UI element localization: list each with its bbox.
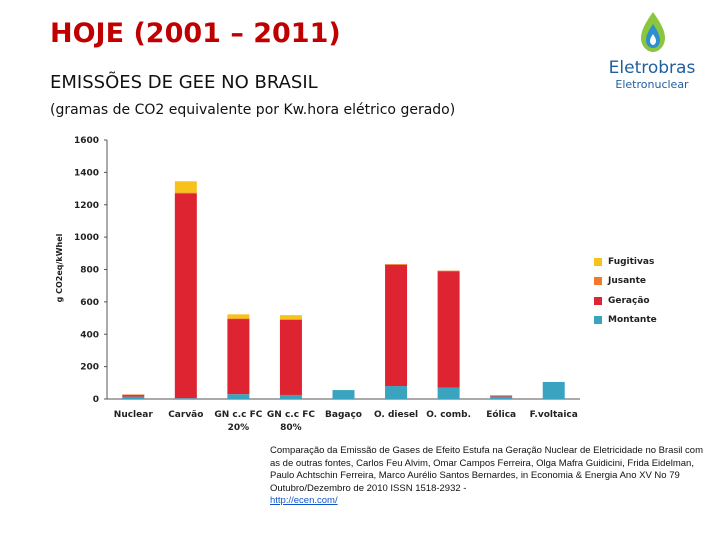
y-tick-label: 600 xyxy=(80,298,99,308)
legend-item-fugitivas: Fugitivas xyxy=(594,252,704,272)
legend-item-geracao: Geração xyxy=(594,291,704,311)
y-tick-label: 1400 xyxy=(74,168,99,178)
y-tick-label: 400 xyxy=(80,330,99,340)
bar-segment-geracao xyxy=(385,264,408,387)
bar-segment-montante xyxy=(490,396,513,399)
legend-label: Montante xyxy=(608,315,657,326)
bar-segment-montante xyxy=(385,386,408,399)
citation-link[interactable]: http://ecen.com/ xyxy=(270,495,338,507)
x-tick-label: 80% xyxy=(280,423,302,433)
y-axis-label: g CO2eq/kWhel xyxy=(55,233,64,302)
x-tick-label: F.voltaica xyxy=(530,410,578,420)
slide-title: HOJE (2001 – 2011) xyxy=(50,18,341,49)
bar-segment-geracao xyxy=(490,395,513,397)
bar-segment-fugitivas xyxy=(279,315,302,320)
legend-item-jusante: Jusante xyxy=(594,272,704,292)
slide-subtitle: EMISSÕES DE GEE NO BRASIL xyxy=(50,72,318,93)
y-tick-label: 1000 xyxy=(74,233,99,243)
logo-name: Eletrobras xyxy=(608,58,696,78)
logo-subname: Eletronuclear xyxy=(615,78,689,91)
x-tick-label: Carvão xyxy=(168,410,203,420)
x-tick-label: O. comb. xyxy=(426,410,471,420)
legend-label: Fugitivas xyxy=(608,256,655,267)
bar-segment-fugitivas xyxy=(227,314,250,319)
x-tick-label: 20% xyxy=(228,423,250,433)
citation-text: Comparação da Emissão de Gases de Efeito… xyxy=(270,445,704,494)
bar-segment-geracao xyxy=(279,319,302,395)
bar-segment-jusante xyxy=(437,270,460,272)
citation: Comparação da Emissão de Gases de Efeito… xyxy=(270,445,710,508)
bar-segment-montante xyxy=(227,394,250,399)
x-tick-label: GN c.c FC xyxy=(214,410,262,420)
eletrobras-logo: Eletrobras Eletronuclear xyxy=(596,10,708,91)
bar-segment-montante xyxy=(542,382,565,399)
x-tick-label: Bagaço xyxy=(325,410,362,420)
x-tick-label: O. diesel xyxy=(374,410,418,420)
x-tick-label: GN c.c FC xyxy=(267,410,315,420)
bar-segment-montante xyxy=(437,387,460,399)
bar-segment-geracao xyxy=(122,394,145,397)
legend-label: Geração xyxy=(608,295,650,306)
bar-segment-montante xyxy=(279,394,302,399)
leaf-drop-icon xyxy=(641,12,665,52)
legend-label: Jusante xyxy=(608,276,646,287)
chart-legend: Fugitivas Jusante Geração Montante xyxy=(594,252,704,330)
bar-segment-jusante xyxy=(490,395,513,397)
chart-caption: (gramas de CO2 equivalente por Kw.hora e… xyxy=(50,102,456,118)
bar-segment-jusante xyxy=(122,394,145,396)
emissions-bar-chart: 0 200 400 600 800 1000 1200 1400 1600 g CO2eq/kWh… xyxy=(55,136,580,433)
x-tick-label: Nuclear xyxy=(114,410,154,420)
y-tick-label: 0 xyxy=(93,395,99,405)
bar-segment-jusante xyxy=(174,192,197,194)
bar-segment-montante xyxy=(122,396,145,399)
bar-segment-jusante xyxy=(227,318,250,320)
legend-swatch xyxy=(594,316,602,325)
x-tick-label: Eólica xyxy=(486,409,516,420)
y-tick-label: 1200 xyxy=(74,201,99,211)
bar-segment-montante xyxy=(174,398,197,399)
bar-segment-jusante xyxy=(279,319,302,320)
legend-item-montante: Montante xyxy=(594,311,704,331)
legend-swatch xyxy=(594,296,602,305)
bar-segment-geracao xyxy=(174,193,197,399)
bar-segment-jusante xyxy=(385,264,408,265)
y-tick-label: 1600 xyxy=(74,136,99,146)
bar-segment-fugitivas xyxy=(174,181,197,193)
legend-swatch xyxy=(594,257,602,266)
y-tick-label: 200 xyxy=(80,363,99,373)
y-tick-label: 800 xyxy=(80,266,99,276)
bar-segment-geracao xyxy=(437,271,460,388)
bar-segment-geracao xyxy=(227,318,250,395)
legend-swatch xyxy=(594,277,602,286)
bar-segment-montante xyxy=(332,390,355,399)
